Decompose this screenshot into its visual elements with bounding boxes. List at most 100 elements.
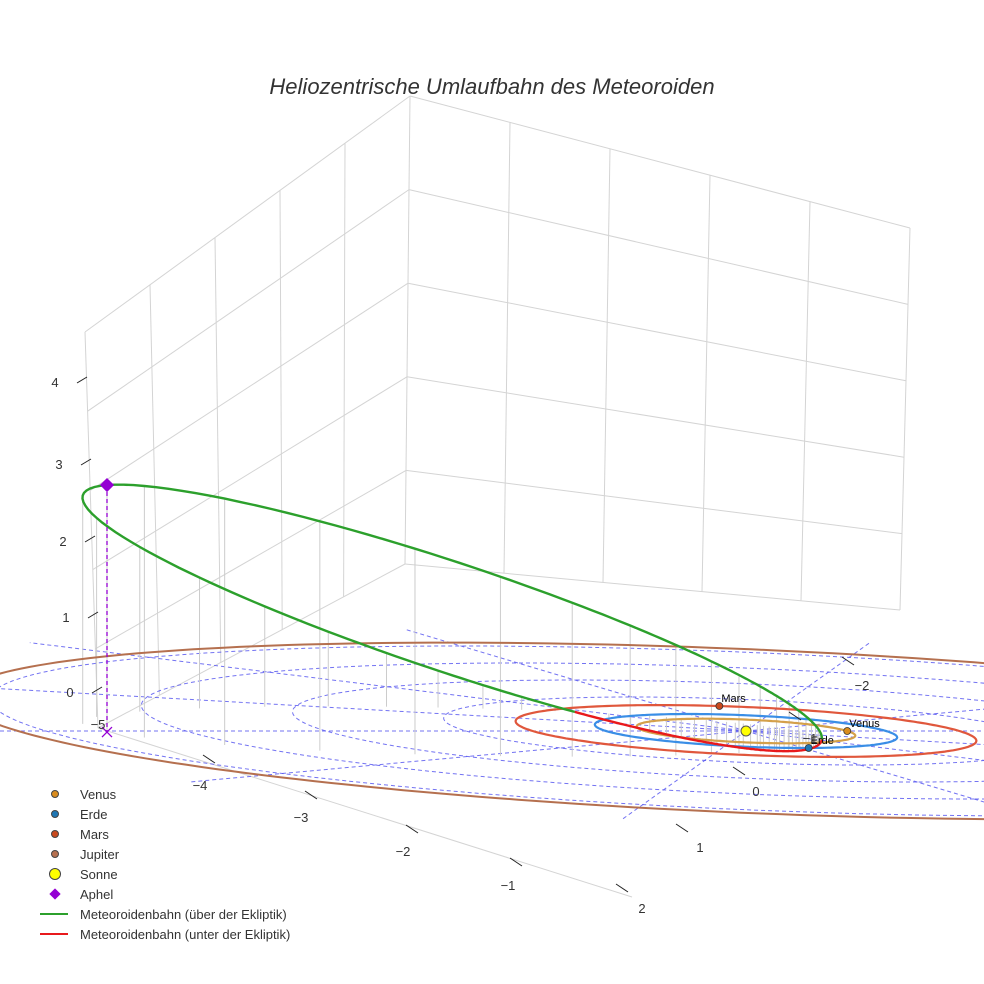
z-tick-mark [87, 611, 99, 619]
box-edge [409, 95, 911, 229]
ecliptic-grid-ring [291, 679, 984, 783]
box-edge [84, 331, 99, 729]
orbit-mars [514, 704, 978, 758]
legend-symbol [49, 888, 61, 900]
planet-label-erde: Erde [811, 735, 834, 747]
legend-item-mars[interactable]: Mars [38, 824, 290, 844]
legend-label: Meteoroidenbahn (über der Ekliptik) [80, 906, 287, 922]
legend-dot-swatch [38, 844, 76, 864]
x-tick-label: −2 [396, 844, 411, 859]
meteoroid-orbit-below [574, 710, 823, 753]
sun-marker [740, 725, 752, 737]
grid-line [800, 201, 811, 601]
z-tick-label: 2 [59, 534, 66, 549]
x-tick-mark [841, 656, 855, 666]
grid-line [92, 376, 408, 571]
legend-symbol [51, 850, 59, 858]
x-tick-mark [509, 857, 523, 867]
legend-item-jupiter[interactable]: Jupiter [38, 844, 290, 864]
x-tick-mark [788, 711, 802, 721]
grid-line [701, 175, 711, 592]
box-edge [404, 563, 901, 611]
legend-dot-swatch [38, 824, 76, 844]
box-edge [899, 227, 911, 611]
legend-item-sonne[interactable]: Sonne [38, 864, 290, 884]
legend-label: Mars [80, 826, 109, 842]
z-tick-mark [91, 686, 103, 694]
legend-item-meteoroidenbahn[interactable]: Meteoroidenbahn (unter der Ekliptik) [38, 924, 290, 944]
legend-item-erde[interactable]: Erde [38, 804, 290, 824]
legend-item-aphel[interactable]: Aphel [38, 884, 290, 904]
legend-label: Meteoroidenbahn (unter der Ekliptik) [80, 926, 291, 942]
x-tick-mark [405, 824, 419, 834]
legend-symbol [51, 790, 59, 798]
x-tick-mark [615, 883, 629, 893]
x-tick-label: 2 [638, 901, 645, 916]
box-edge [84, 95, 411, 333]
orbit-jupiter [0, 641, 984, 821]
legend-label: Erde [80, 806, 108, 822]
grid-line [503, 122, 511, 574]
x-tick-mark [304, 790, 318, 800]
z-tick-mark [84, 535, 96, 543]
grid-line [602, 148, 611, 583]
legend-item-meteoroidenbahn[interactable]: Meteoroidenbahn (über der Ekliptik) [38, 904, 290, 924]
legend-label: Venus [80, 786, 117, 802]
grid-line [89, 282, 409, 491]
x-tick-label: −1 [501, 878, 516, 893]
ecliptic-grid-spoke [29, 642, 747, 732]
x-tick-mark [732, 766, 746, 776]
legend-dot-swatch [38, 804, 76, 824]
x-tick-mark [675, 823, 689, 833]
grid-line [87, 189, 410, 412]
x-tick-label: −4 [193, 778, 208, 793]
y-tick-label: −2 [855, 678, 870, 693]
planet-label-venus: Venus [849, 718, 880, 730]
legend-line-swatch [38, 924, 76, 944]
legend-label: Aphel [80, 886, 114, 902]
z-tick-label: 3 [55, 457, 62, 472]
x-tick-label: 0 [752, 784, 759, 799]
z-tick-label: 1 [62, 610, 69, 625]
legend-label: Sonne [80, 866, 118, 882]
grid-line [408, 189, 909, 305]
grid-line [149, 284, 160, 696]
aphelion-projection-marker [101, 726, 113, 738]
z-tick-label: 0 [66, 685, 73, 700]
legend-diamond-swatch [38, 884, 76, 904]
legend-symbol [51, 830, 59, 838]
legend[interactable]: Venus Erde Mars Jupiter Sonne Aphel Meteoroide… [38, 784, 290, 944]
chart-title: Heliozentrische Umlaufbahn des Meteoroid… [269, 74, 715, 99]
grid-line [95, 469, 407, 650]
grid-line [405, 469, 903, 535]
grid-line [279, 190, 283, 630]
planet-marker-mars [715, 702, 724, 710]
x-tick-label: −3 [294, 810, 309, 825]
x-tick-mark [202, 754, 216, 764]
grid-line [343, 143, 346, 597]
x-tick-label: 1 [696, 840, 703, 855]
legend-dot-swatch [38, 864, 76, 884]
grid-line [406, 376, 905, 458]
legend-symbol [51, 810, 59, 818]
z-tick-mark [80, 458, 92, 466]
legend-symbol [49, 868, 61, 880]
ecliptic-grid-spoke [621, 730, 747, 820]
box-edge [97, 727, 633, 898]
legend-item-venus[interactable]: Venus [38, 784, 290, 804]
grid-line [214, 237, 222, 663]
legend-line-swatch [38, 904, 76, 924]
aphelion-marker [99, 477, 115, 493]
ecliptic-grid-spoke [745, 642, 871, 732]
orbit-erde [593, 712, 899, 750]
meteoroid-orbit-above [81, 483, 576, 714]
y-tick-label: −1 [803, 731, 818, 746]
x-tick-label: −5 [91, 717, 106, 732]
box-edge [404, 95, 411, 565]
planet-marker-erde [804, 744, 813, 752]
z-tick-mark [76, 376, 88, 384]
planet-label-mars: Mars [721, 693, 746, 705]
legend-dot-swatch [38, 784, 76, 804]
planet-marker-venus [843, 727, 852, 735]
